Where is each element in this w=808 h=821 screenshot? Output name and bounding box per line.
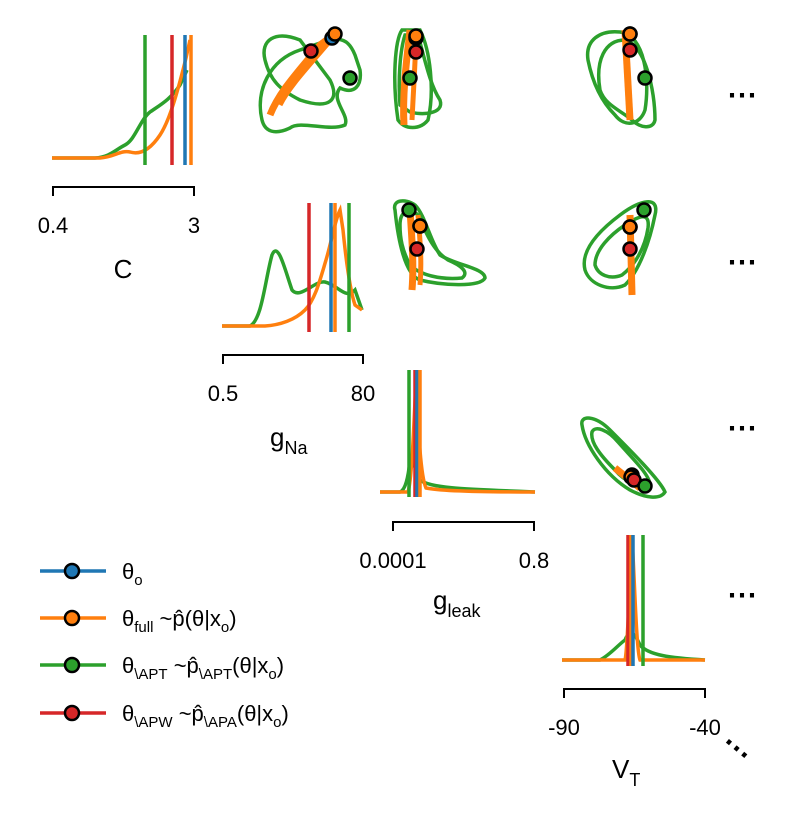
tick-label-vt-max: -40 bbox=[689, 715, 721, 740]
tick-label-c-min: 0.4 bbox=[38, 213, 69, 238]
marker-apt-c-gna bbox=[342, 70, 358, 86]
svg-text:θ\APW ~p̂\APA(θ|xo): θ\APW ~p̂\APA(θ|xo) bbox=[122, 701, 289, 731]
joint-panel-c-gleak bbox=[393, 28, 443, 130]
marginal-density-apt-gleak bbox=[380, 455, 536, 494]
marker-apt-gna-gleak bbox=[401, 202, 417, 218]
legend: θo θfull ~p̂(θ|xo) θ\APT ~p̂\APT(θ|xo) θ… bbox=[40, 559, 289, 731]
ellipsis-row-3: ⋯ bbox=[727, 412, 757, 445]
marker-full-c-gna bbox=[327, 26, 343, 42]
marginal-density-full-gleak bbox=[380, 379, 536, 494]
svg-text:θ\APT ~p̂\APT(θ|xo): θ\APT ~p̂\APT(θ|xo) bbox=[122, 653, 284, 683]
marker-apw-gna-vt bbox=[622, 241, 638, 257]
marker-full-c-gleak bbox=[408, 28, 424, 44]
joint-panel-gna-vt bbox=[582, 200, 658, 296]
marginal-panel-gleak: 0.0001 0.8 gleak bbox=[359, 370, 549, 621]
marginal-panel-gna: 0.5 80 gNa bbox=[208, 203, 375, 458]
svg-text:θfull ~p̂(θ|xo): θfull ~p̂(θ|xo) bbox=[122, 606, 237, 636]
axis-label-gleak: gleak bbox=[433, 585, 481, 621]
marginal-density-apt-gna bbox=[222, 249, 364, 328]
marginal-density-full-gna bbox=[222, 204, 364, 328]
marker-full-gna-vt bbox=[622, 219, 638, 235]
joint-panel-c-vt bbox=[585, 26, 657, 129]
ellipsis-row-1: ⋯ bbox=[727, 79, 757, 112]
marker-full-gna-gleak bbox=[412, 218, 428, 234]
legend-entry-theta-full: θfull ~p̂(θ|xo) bbox=[40, 606, 237, 636]
legend-entry-theta-apt: θ\APT ~p̂\APT(θ|xo) bbox=[40, 653, 284, 683]
axis-label-gna: gNa bbox=[270, 422, 308, 458]
marker-apt-gna-vt bbox=[636, 202, 652, 218]
marker-apt-gleak-vt bbox=[637, 478, 653, 494]
marginal-panel-vt: -90 -40 VT bbox=[548, 535, 721, 790]
svg-text:θo: θo bbox=[122, 559, 143, 589]
legend-entry-theta-apw: θ\APW ~p̂\APA(θ|xo) bbox=[40, 701, 289, 731]
axis-label-c: C bbox=[114, 254, 133, 284]
legend-entry-theta-o: θo bbox=[40, 559, 143, 589]
tick-label-gleak-min: 0.0001 bbox=[359, 548, 426, 573]
marker-apt-c-gleak bbox=[402, 70, 418, 86]
joint-panel-gleak-vt bbox=[580, 416, 667, 499]
tick-label-gna-max: 80 bbox=[351, 381, 375, 406]
marginal-density-full-c bbox=[52, 39, 192, 160]
joint-panel-gna-gleak bbox=[392, 199, 487, 291]
tick-label-gna-min: 0.5 bbox=[208, 381, 239, 406]
ellipsis-diagonal: ⋯ bbox=[715, 726, 759, 771]
ellipsis-row-2: ⋯ bbox=[727, 246, 757, 279]
marginal-density-apt-c bbox=[52, 69, 189, 160]
tick-label-vt-min: -90 bbox=[548, 715, 580, 740]
marker-apw-gna-gleak bbox=[409, 241, 425, 257]
marker-apw-c-gleak bbox=[408, 44, 424, 60]
marker-apw-c-gna bbox=[303, 43, 319, 59]
marker-full-c-vt bbox=[622, 26, 638, 42]
marker-apt-c-vt bbox=[637, 70, 653, 86]
marker-apw-c-vt bbox=[622, 42, 638, 58]
tick-label-c-max: 3 bbox=[188, 213, 200, 238]
marginal-panel-c: 0.4 3 C bbox=[38, 35, 200, 284]
ellipsis-row-4: ⋯ bbox=[727, 579, 757, 612]
tick-label-gleak-max: 0.8 bbox=[519, 548, 550, 573]
joint-panel-c-gna bbox=[258, 26, 363, 134]
axis-label-vt: VT bbox=[612, 754, 640, 790]
